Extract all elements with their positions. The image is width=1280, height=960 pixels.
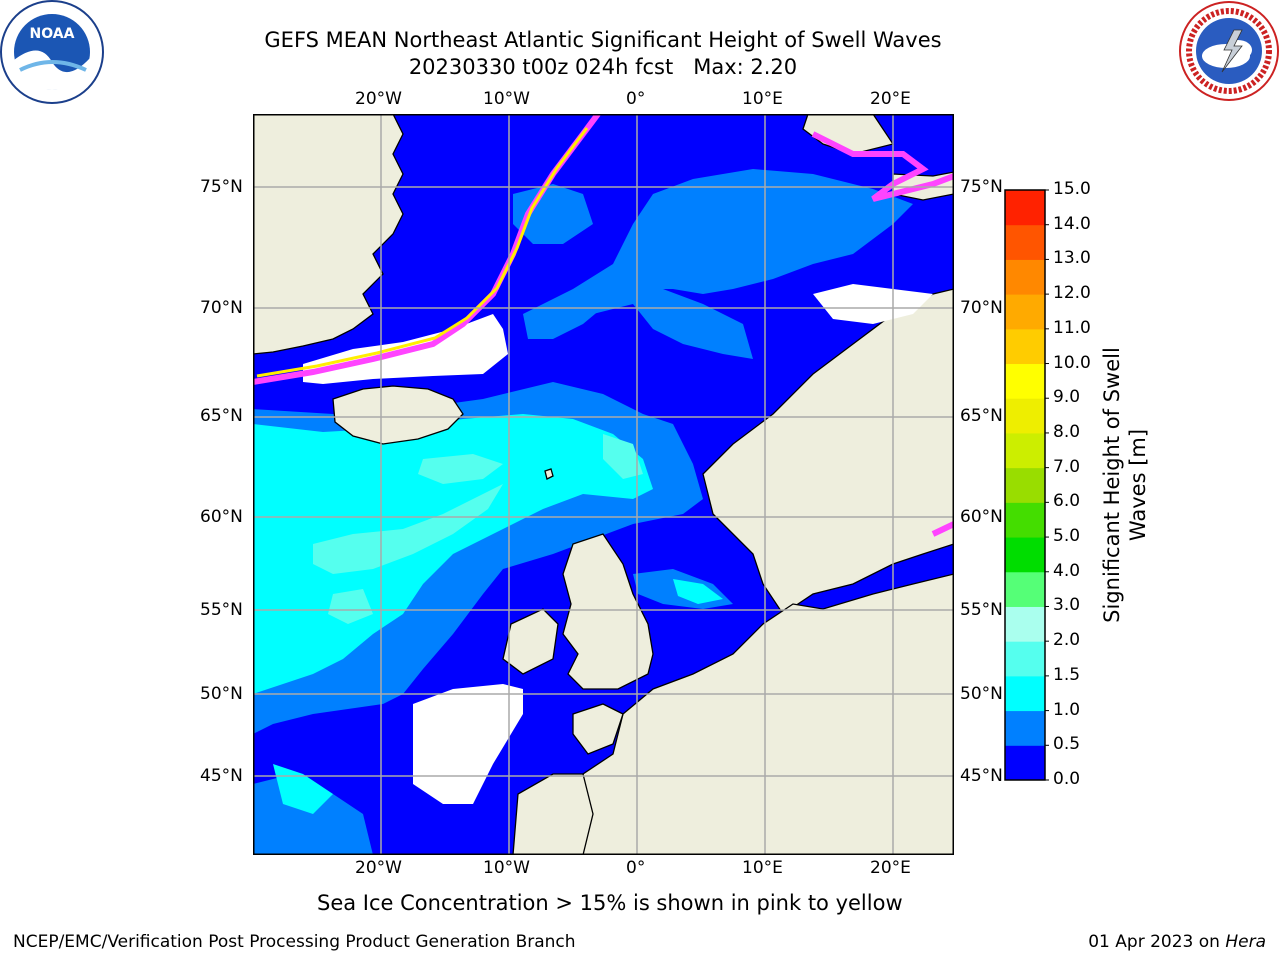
colorbar-tick-label: 1.5 (1053, 664, 1081, 685)
colorbar-segment (1005, 294, 1045, 330)
colorbar-tick-label: 3.0 (1053, 595, 1081, 616)
lon-label-bottom: 20°E (870, 858, 911, 878)
colorbar-segment (1005, 432, 1045, 469)
lon-label-bottom: 10°W (483, 858, 530, 878)
colorbar-segment (1005, 502, 1045, 538)
colorbar-segment (1005, 259, 1045, 295)
colorbar-segment (1005, 745, 1045, 781)
footer-date-text: 01 Apr 2023 on (1088, 932, 1226, 952)
lon-label-top: 20°E (870, 89, 911, 109)
colorbar-tick-label: 11.0 (1053, 317, 1091, 338)
colorbar-frame (1004, 189, 1046, 781)
map-subtitle: 20230330 t00z 024h fcst Max: 2.20 (408, 55, 798, 79)
colorbar-tick-label: 0.5 (1053, 734, 1081, 755)
nws-logo (1178, 0, 1280, 102)
lon-label-top: 0° (626, 89, 646, 109)
colorbar-segment (1005, 641, 1045, 677)
footer-branch: NCEP/EMC/Verification Post Processing Pr… (13, 932, 576, 952)
colorbar-tick-label: 9.0 (1053, 387, 1081, 408)
lon-label-bottom: 10°E (742, 858, 783, 878)
colorbar-segment (1005, 224, 1045, 260)
colorbar-tick-label: 15.0 (1053, 179, 1091, 199)
colorbar-segment (1005, 675, 1045, 712)
lat-label-right: 50°N (960, 684, 1003, 704)
lat-label-left: 45°N (200, 766, 243, 786)
lat-label-right: 70°N (960, 298, 1003, 318)
lat-label-right: 65°N (960, 406, 1003, 426)
graticule (253, 114, 954, 855)
noaa-logo: NOAA (0, 0, 104, 104)
lat-label-left: 50°N (200, 684, 243, 704)
colorbar-segment (1005, 606, 1045, 642)
colorbar-label: Significant Height of Swell Waves [m] (1100, 347, 1150, 623)
colorbar-tick-label: 14.0 (1053, 213, 1091, 234)
map-title: GEFS MEAN Northeast Atlantic Significant… (264, 28, 942, 52)
colorbar-segment (1005, 467, 1045, 503)
colorbar-segment (1005, 328, 1045, 365)
colorbar-segment (1005, 571, 1045, 607)
lon-label-bottom: 0° (626, 858, 646, 878)
colorbar-tick-label: 1.0 (1053, 699, 1081, 720)
colorbar-segment (1005, 537, 1045, 573)
noaa-logo-text: NOAA (30, 26, 75, 42)
colorbar-tick-label: 7.0 (1053, 456, 1081, 477)
colorbar (1004, 189, 1049, 781)
colorbar-tick-label: 6.0 (1053, 491, 1081, 512)
colorbar-segment (1005, 398, 1045, 434)
footer-host: Hera (1225, 932, 1266, 952)
lat-label-right: 75°N (960, 177, 1003, 197)
lat-label-right: 55°N (960, 600, 1003, 620)
colorbar-tick-label: 8.0 (1053, 421, 1081, 442)
colorbar-tick-label: 5.0 (1053, 526, 1081, 547)
footer-date: 01 Apr 2023 on Hera (1088, 932, 1266, 952)
lon-label-top: 10°E (742, 89, 783, 109)
lon-label-bottom: 20°W (355, 858, 402, 878)
colorbar-tick-label: 12.0 (1053, 283, 1091, 304)
sea-ice-note: Sea Ice Concentration > 15% is shown in … (317, 891, 903, 915)
lat-label-left: 55°N (200, 600, 243, 620)
colorbar-tick-label: 0.0 (1053, 769, 1081, 789)
lon-label-top: 10°W (483, 89, 530, 109)
map-frame (253, 114, 954, 855)
colorbar-tick-label: 13.0 (1053, 248, 1091, 269)
colorbar-segment (1005, 710, 1045, 746)
swell-band-highest (313, 484, 503, 574)
lat-label-left: 60°N (200, 507, 243, 527)
colorbar-tick-label: 4.0 (1053, 560, 1081, 581)
lat-label-left: 65°N (200, 406, 243, 426)
colorbar-tick-label: 2.0 (1053, 630, 1081, 651)
swell-band-high (253, 414, 653, 694)
swell-height-map (253, 114, 954, 855)
colorbar-segment (1005, 190, 1045, 226)
colorbar-tick-label: 10.0 (1053, 352, 1091, 373)
lat-label-left: 70°N (200, 298, 243, 318)
lon-label-top: 20°W (355, 89, 402, 109)
lat-label-left: 75°N (200, 177, 243, 197)
colorbar-segment (1005, 363, 1045, 399)
lat-label-right: 60°N (960, 507, 1003, 527)
lat-label-right: 45°N (960, 766, 1003, 786)
